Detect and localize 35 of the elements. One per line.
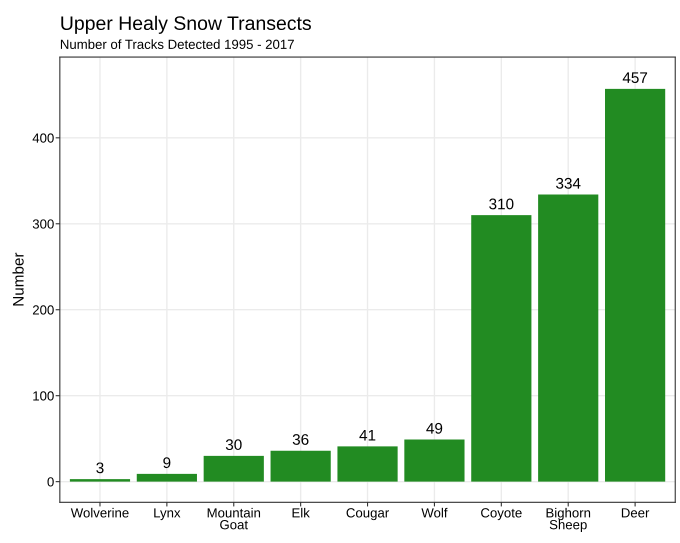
chart-subtitle: Number of Tracks Detected 1995 - 2017 xyxy=(60,39,294,49)
data-label: 334 xyxy=(556,178,581,189)
bar xyxy=(136,474,197,482)
data-label: 36 xyxy=(292,434,308,445)
x-tick-label: Wolverine xyxy=(70,508,129,518)
x-tick-label: Cougar xyxy=(346,508,389,520)
bar xyxy=(471,215,532,482)
data-label: 49 xyxy=(426,422,442,434)
y-tick-label: 300 xyxy=(32,219,54,229)
y-tick-label: 100 xyxy=(33,391,54,401)
bar xyxy=(605,88,666,482)
x-tick-label: Coyote xyxy=(481,508,522,520)
x-tick-label: Lynx xyxy=(154,508,180,520)
y-tick-label: 200 xyxy=(32,305,54,315)
bar xyxy=(270,450,331,482)
x-tick-label: Elk xyxy=(292,508,310,518)
chart-title: Upper Healy Snow Transects xyxy=(61,16,311,34)
x-tick-label: Mountain Goat xyxy=(208,508,260,530)
data-label: 9 xyxy=(163,457,170,468)
x-tick-label: Deer xyxy=(622,508,650,518)
data-label: 457 xyxy=(622,72,648,84)
bar xyxy=(404,440,465,482)
data-label: 30 xyxy=(226,439,242,450)
bar xyxy=(337,446,398,482)
y-tick-label: 400 xyxy=(32,133,54,143)
x-tick-label: Wolf xyxy=(421,508,448,518)
data-label: 41 xyxy=(359,430,376,440)
bar xyxy=(70,479,130,482)
bar xyxy=(204,456,264,482)
x-tick-label: Bighorn Sheep xyxy=(546,508,590,532)
y-axis-title: Number xyxy=(12,252,24,306)
data-label: 3 xyxy=(96,462,104,474)
bar xyxy=(538,194,598,482)
data-label: 310 xyxy=(489,198,514,210)
y-tick-label: 0 xyxy=(47,477,54,487)
